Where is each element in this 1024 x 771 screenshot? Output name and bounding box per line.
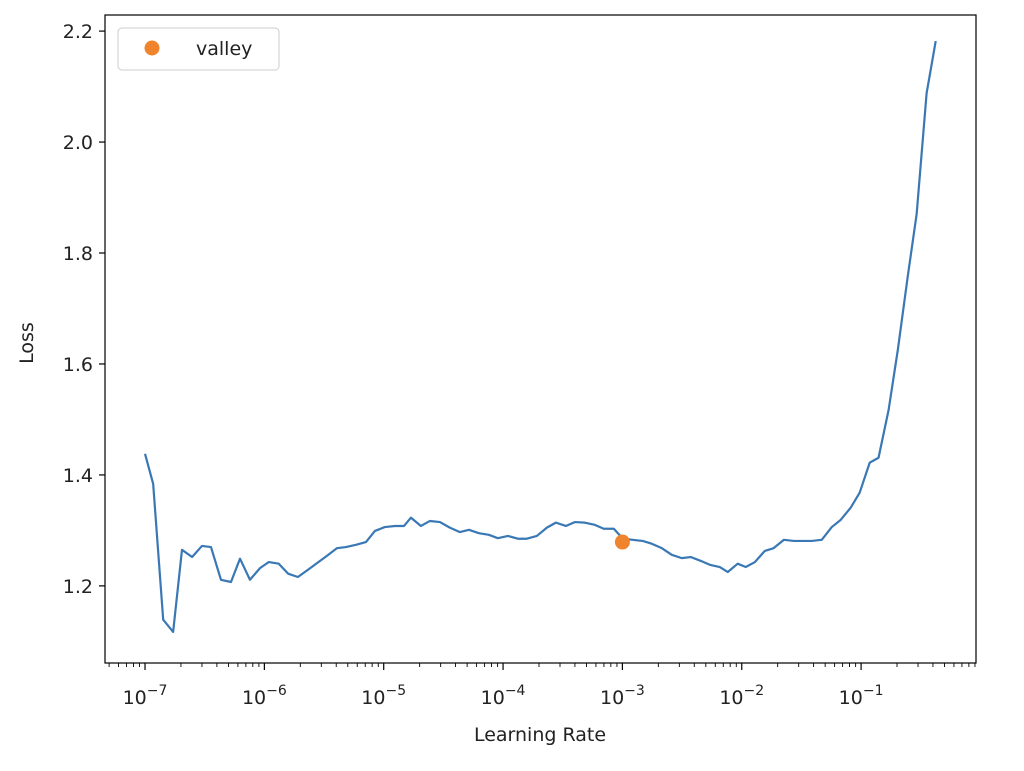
x-tick-label: 10−3 <box>600 683 645 709</box>
x-tick-label: 10−5 <box>361 683 406 709</box>
loss-line <box>143 40 937 634</box>
x-tick-exponent: −7 <box>147 683 168 699</box>
x-tick-label: 10−2 <box>719 683 764 709</box>
x-tick-label: 10−6 <box>242 683 287 709</box>
x-tick-base: 10 <box>481 687 505 709</box>
x-tick-base: 10 <box>719 687 743 709</box>
x-tick-base: 10 <box>123 687 147 709</box>
x-tick-base: 10 <box>839 687 863 709</box>
x-tick-exponent: −3 <box>624 683 645 699</box>
legend-label: valley <box>196 38 252 60</box>
plot-frame <box>104 14 977 664</box>
x-tick-label: 10−4 <box>481 683 526 709</box>
y-tick-label: 2.2 <box>63 21 93 43</box>
x-tick-base: 10 <box>361 687 385 709</box>
legend-box <box>117 27 280 71</box>
x-tick-label: 10−1 <box>839 683 884 709</box>
x-tick-exponent: −5 <box>385 683 406 699</box>
legend-marker <box>144 40 160 56</box>
y-tick-label: 2.0 <box>63 132 93 154</box>
valley-point <box>614 534 630 550</box>
y-tick-label: 1.2 <box>63 576 93 598</box>
y-tick-label: 1.4 <box>63 465 93 487</box>
x-tick-exponent: −2 <box>744 683 765 699</box>
x-tick-exponent: −1 <box>863 683 884 699</box>
x-tick-label: 10−7 <box>123 683 168 709</box>
y-tick-label: 1.8 <box>63 243 93 265</box>
y-axis-label: Loss <box>16 322 38 364</box>
x-tick-base: 10 <box>242 687 266 709</box>
x-axis-label: Learning Rate <box>474 724 606 746</box>
y-tick-label: 1.6 <box>63 354 93 376</box>
x-tick-exponent: −4 <box>505 683 526 699</box>
x-tick-base: 10 <box>600 687 624 709</box>
x-tick-exponent: −6 <box>266 683 287 699</box>
